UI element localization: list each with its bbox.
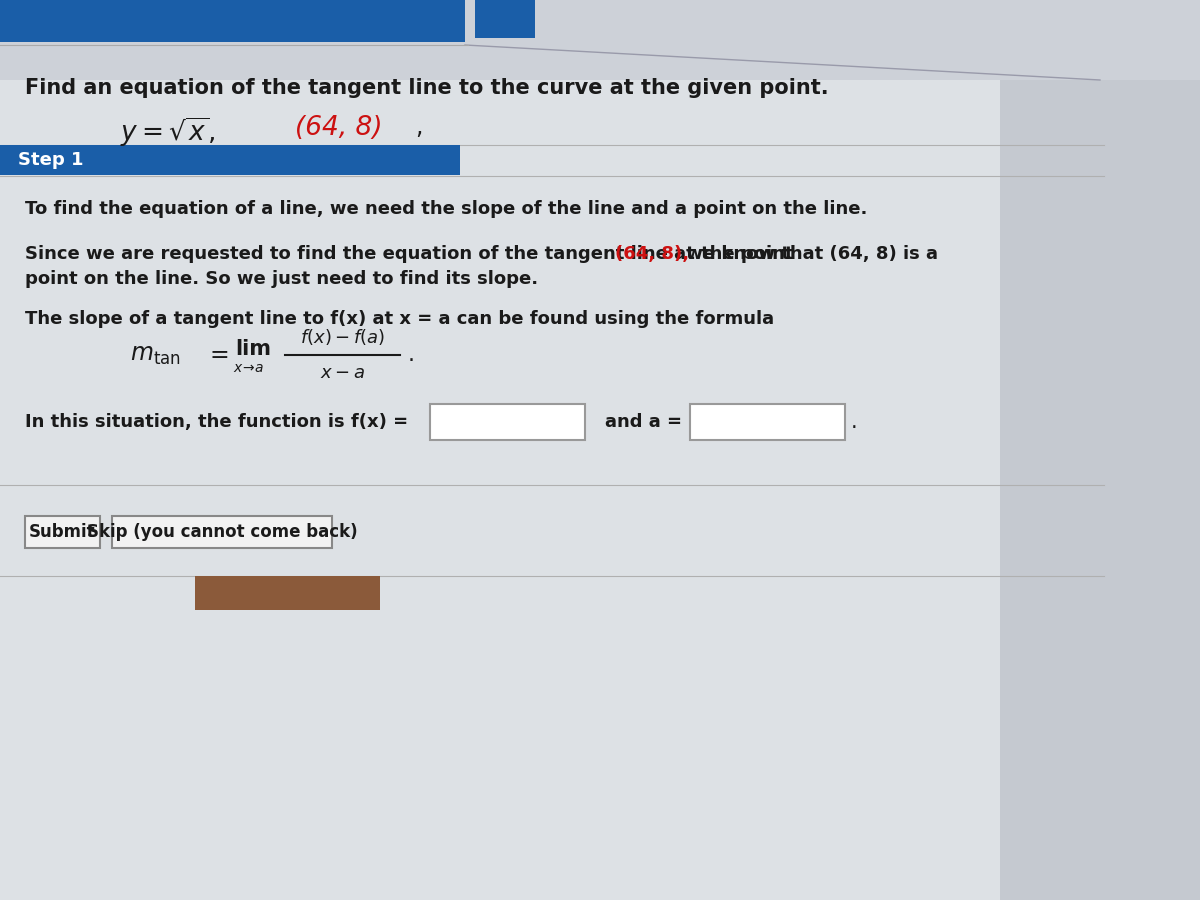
- Text: Skip (you cannot come back): Skip (you cannot come back): [86, 523, 358, 541]
- Text: .: .: [851, 412, 858, 432]
- Text: Find an equation of the tangent line to the curve at the given point.: Find an equation of the tangent line to …: [25, 78, 829, 98]
- Text: (64, 8),: (64, 8),: [616, 245, 689, 263]
- Text: and a =: and a =: [605, 413, 682, 431]
- FancyBboxPatch shape: [475, 0, 535, 38]
- Text: Step 1: Step 1: [18, 151, 84, 169]
- FancyBboxPatch shape: [0, 0, 1200, 80]
- FancyBboxPatch shape: [690, 404, 845, 440]
- Text: To find the equation of a line, we need the slope of the line and a point on the: To find the equation of a line, we need …: [25, 200, 868, 218]
- Text: =: =: [210, 343, 229, 367]
- Text: In this situation, the function is f(x) =: In this situation, the function is f(x) …: [25, 413, 408, 431]
- FancyBboxPatch shape: [0, 0, 466, 42]
- Text: $x \!\to\! a$: $x \!\to\! a$: [233, 361, 264, 375]
- FancyBboxPatch shape: [0, 0, 1100, 900]
- FancyBboxPatch shape: [1000, 0, 1200, 900]
- Text: .: .: [408, 345, 415, 365]
- Text: $y = \sqrt{x},$: $y = \sqrt{x},$: [120, 115, 216, 148]
- Text: $f(x) - f(a)$: $f(x) - f(a)$: [300, 327, 385, 347]
- Text: Since we are requested to find the equation of the tangent line at the point: Since we are requested to find the equat…: [25, 245, 799, 263]
- FancyBboxPatch shape: [194, 576, 380, 610]
- Text: $x - a$: $x - a$: [320, 364, 365, 382]
- FancyBboxPatch shape: [0, 145, 460, 175]
- FancyBboxPatch shape: [112, 516, 332, 548]
- Text: ,: ,: [415, 115, 422, 139]
- Text: Submit: Submit: [29, 523, 95, 541]
- Text: The slope of a tangent line to f(x) at x = a can be found using the formula: The slope of a tangent line to f(x) at x…: [25, 310, 774, 328]
- Text: lim: lim: [235, 339, 271, 359]
- Text: (64, 8): (64, 8): [295, 115, 383, 141]
- FancyBboxPatch shape: [25, 516, 100, 548]
- Text: $m_{\rm tan}$: $m_{\rm tan}$: [130, 343, 181, 367]
- Text: we know that (64, 8) is a: we know that (64, 8) is a: [680, 245, 938, 263]
- Text: point on the line. So we just need to find its slope.: point on the line. So we just need to fi…: [25, 270, 538, 288]
- FancyBboxPatch shape: [430, 404, 586, 440]
